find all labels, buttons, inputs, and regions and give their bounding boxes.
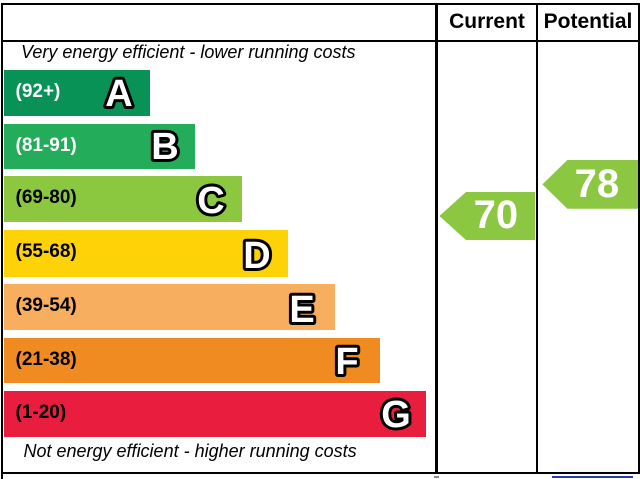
svg-text:A: A bbox=[105, 73, 132, 115]
svg-text:C: C bbox=[197, 180, 224, 222]
svg-text:F: F bbox=[336, 341, 359, 383]
svg-text:G: G bbox=[381, 394, 411, 436]
svg-text:E: E bbox=[289, 289, 314, 331]
svg-text:B: B bbox=[151, 126, 178, 168]
svg-text:D: D bbox=[243, 235, 270, 277]
